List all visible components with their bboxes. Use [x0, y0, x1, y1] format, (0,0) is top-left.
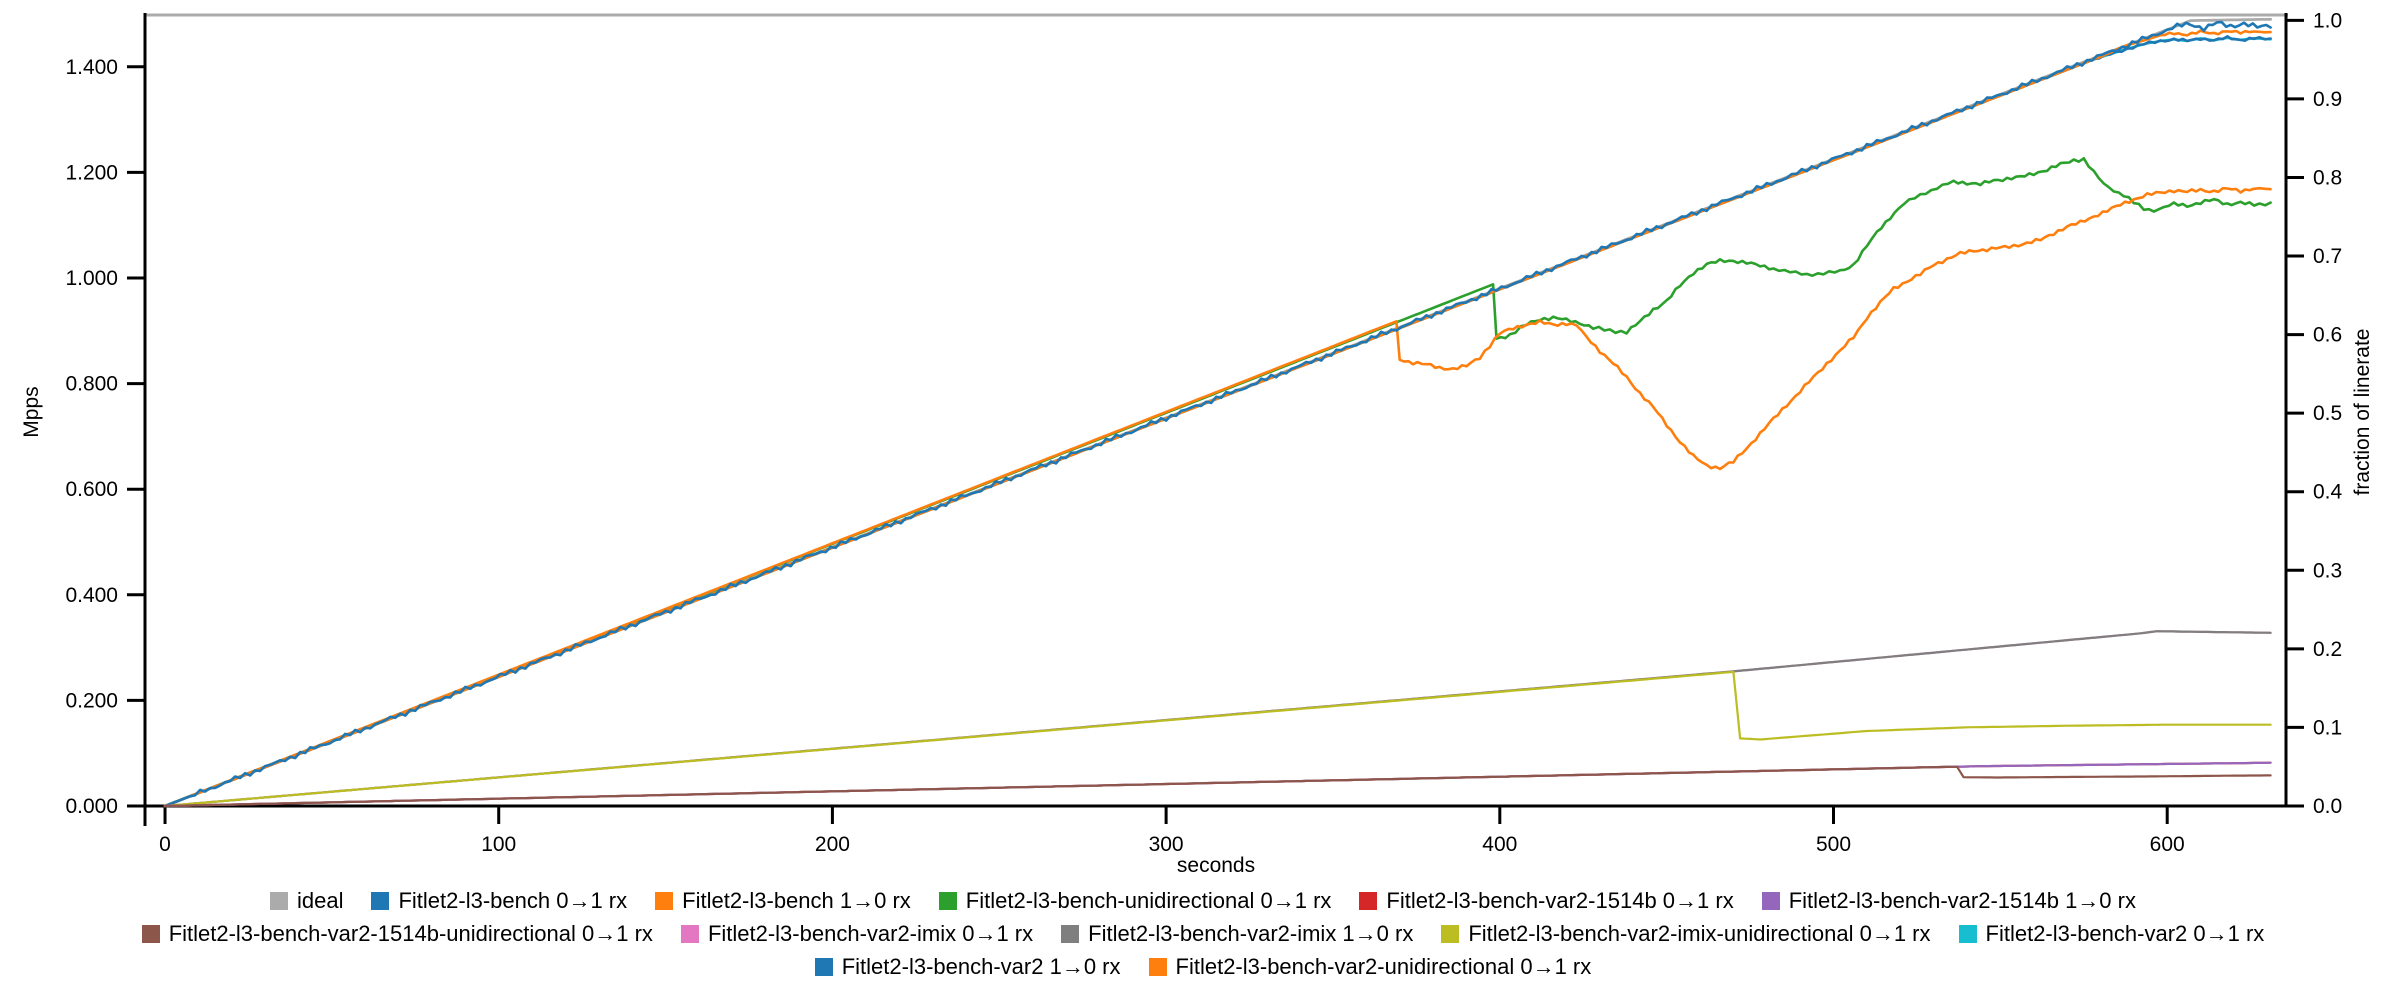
legend-label: Fitlet2-l3-bench 0→1 rx — [398, 888, 628, 913]
series-imix-uni — [163, 670, 2272, 808]
left-tick-label: 1.000 — [65, 267, 118, 290]
right-tick-label: 0.7 — [2313, 245, 2342, 268]
legend-label: Fitlet2-l3-bench-var2-unidirectional 0→1… — [1175, 954, 1592, 979]
series-var2-uni — [163, 29, 2272, 808]
right-tick-label: 0.8 — [2313, 166, 2342, 189]
line-chart: 0 100 200 300 400 500 600 0.000 0.200 0.400 0.600 0… — [20, 9, 2374, 877]
left-tick-label: 1.200 — [65, 161, 118, 184]
x-tick-label: 0 — [159, 833, 171, 856]
right-tick-label: 0.2 — [2313, 638, 2342, 661]
x-tick-label: 400 — [1482, 833, 1517, 856]
legend-item: Fitlet2-l3-bench-var2-unidirectional 0→1… — [1148, 950, 1592, 983]
legend-item: Fitlet2-l3-bench-var2-imix 1→0 rx — [1061, 917, 1413, 950]
legend-item: Fitlet2-l3-bench-unidirectional 0→1 rx — [938, 884, 1332, 917]
legend-swatch-icon — [1958, 924, 1977, 943]
left-tick-label: 0.600 — [65, 478, 118, 501]
series-var2-0to1 — [163, 36, 2272, 808]
right-tick-label: 0.9 — [2313, 88, 2342, 111]
legend-swatch-icon — [680, 924, 699, 943]
x-axis-title: seconds — [1177, 854, 1255, 877]
legend-label: Fitlet2-l3-bench-var2-1514b 1→0 rx — [1788, 888, 2136, 913]
right-tick-label: 0.1 — [2313, 716, 2342, 739]
legend-swatch-icon — [141, 924, 160, 943]
legend-label: Fitlet2-l3-bench-unidirectional 0→1 rx — [965, 888, 1332, 913]
legend-swatch-icon — [371, 891, 390, 910]
right-tick-label: 0.4 — [2313, 481, 2343, 504]
legend-swatch-icon — [655, 891, 674, 910]
legend-label: Fitlet2-l3-bench-var2 0→1 rx — [1985, 921, 2265, 946]
legend-item: Fitlet2-l3-bench 1→0 rx — [655, 884, 911, 917]
left-tick-label: 0.000 — [65, 795, 118, 818]
series-var2-1to0 — [163, 35, 2272, 808]
legend-swatch-icon — [1359, 891, 1378, 910]
legend-row: Fitlet2-l3-bench-var2 1→0 rx Fitlet2-l3-b… — [0, 950, 2406, 983]
legend-item: Fitlet2-l3-bench-var2 0→1 rx — [1958, 917, 2265, 950]
legend-item: Fitlet2-l3-bench-var2-1514b 0→1 rx — [1359, 884, 1734, 917]
x-tick-label: 500 — [1816, 833, 1851, 856]
legend-item: Fitlet2-l3-bench-var2-1514b 1→0 rx — [1761, 884, 2136, 917]
legend-item: Fitlet2-l3-bench-var2-imix 0→1 rx — [680, 917, 1034, 950]
x-tick-label: 100 — [481, 833, 516, 856]
legend-swatch-icon — [1441, 924, 1460, 943]
legend-label: Fitlet2-l3-bench-var2-imix-unidirectiona… — [1468, 921, 1931, 946]
legend-row: ideal Fitlet2-l3-bench 0→1 rx Fitlet2-l3-b… — [0, 884, 2406, 917]
left-tick-label: 0.200 — [65, 689, 118, 712]
x-tick-label: 300 — [1149, 833, 1184, 856]
legend-swatch-icon — [814, 957, 833, 976]
legend-label: Fitlet2-l3-bench-var2-1514b-unidirection… — [168, 921, 653, 946]
right-tick-label: 0.6 — [2313, 324, 2342, 347]
series-ideal — [163, 17, 2272, 808]
series-bench-1to0 — [163, 186, 2272, 808]
data-series — [163, 17, 2272, 808]
legend-row: Fitlet2-l3-bench-var2-1514b-unidirection… — [0, 917, 2406, 950]
right-tick-label: 1.0 — [2313, 9, 2342, 32]
plot-frame — [143, 13, 2288, 826]
right-axis-title: fraction of linerate — [2351, 329, 2374, 496]
legend-label: Fitlet2-l3-bench 1→0 rx — [682, 888, 911, 913]
legend-swatch-icon — [270, 891, 288, 910]
chart-legend: ideal Fitlet2-l3-bench 0→1 rx Fitlet2-l3-b… — [0, 884, 2406, 983]
legend-label: Fitlet2-l3-bench-var2 1→0 rx — [841, 954, 1121, 979]
legend-swatch-icon — [1761, 891, 1780, 910]
legend-swatch-icon — [1061, 924, 1080, 943]
legend-label: ideal — [297, 888, 344, 913]
left-tick-label: 0.400 — [65, 584, 118, 607]
axis-ticks: 0 100 200 300 400 500 600 0.000 0.200 0.400 0.600 0… — [65, 9, 2342, 856]
series-1514b-uni — [163, 765, 2272, 808]
left-tick-label: 0.800 — [65, 373, 118, 396]
left-axis-title: Mpps — [20, 386, 43, 437]
legend-item: Fitlet2-l3-bench 0→1 rx — [371, 884, 627, 917]
legend-item: Fitlet2-l3-bench-var2-1514b-unidirection… — [141, 917, 653, 950]
legend-label: Fitlet2-l3-bench-var2-imix 1→0 rx — [1088, 921, 1414, 946]
legend-swatch-icon — [938, 891, 957, 910]
x-tick-label: 600 — [2150, 833, 2185, 856]
right-tick-label: 0.5 — [2313, 402, 2342, 425]
legend-label: Fitlet2-l3-bench-var2-1514b 0→1 rx — [1386, 888, 1734, 913]
legend-swatch-icon — [1148, 957, 1167, 976]
series-bench-0to1 — [163, 20, 2272, 808]
legend-label: Fitlet2-l3-bench-var2-imix 0→1 rx — [707, 921, 1034, 946]
right-tick-label: 0.3 — [2313, 559, 2342, 582]
legend-item: Fitlet2-l3-bench-var2-imix-unidirectiona… — [1441, 917, 1931, 950]
legend-item: Fitlet2-l3-bench-var2 1→0 rx — [814, 950, 1121, 983]
left-tick-label: 1.400 — [65, 56, 118, 79]
legend-item: ideal — [270, 884, 343, 917]
x-tick-label: 200 — [815, 833, 850, 856]
right-tick-label: 0.0 — [2313, 795, 2342, 818]
